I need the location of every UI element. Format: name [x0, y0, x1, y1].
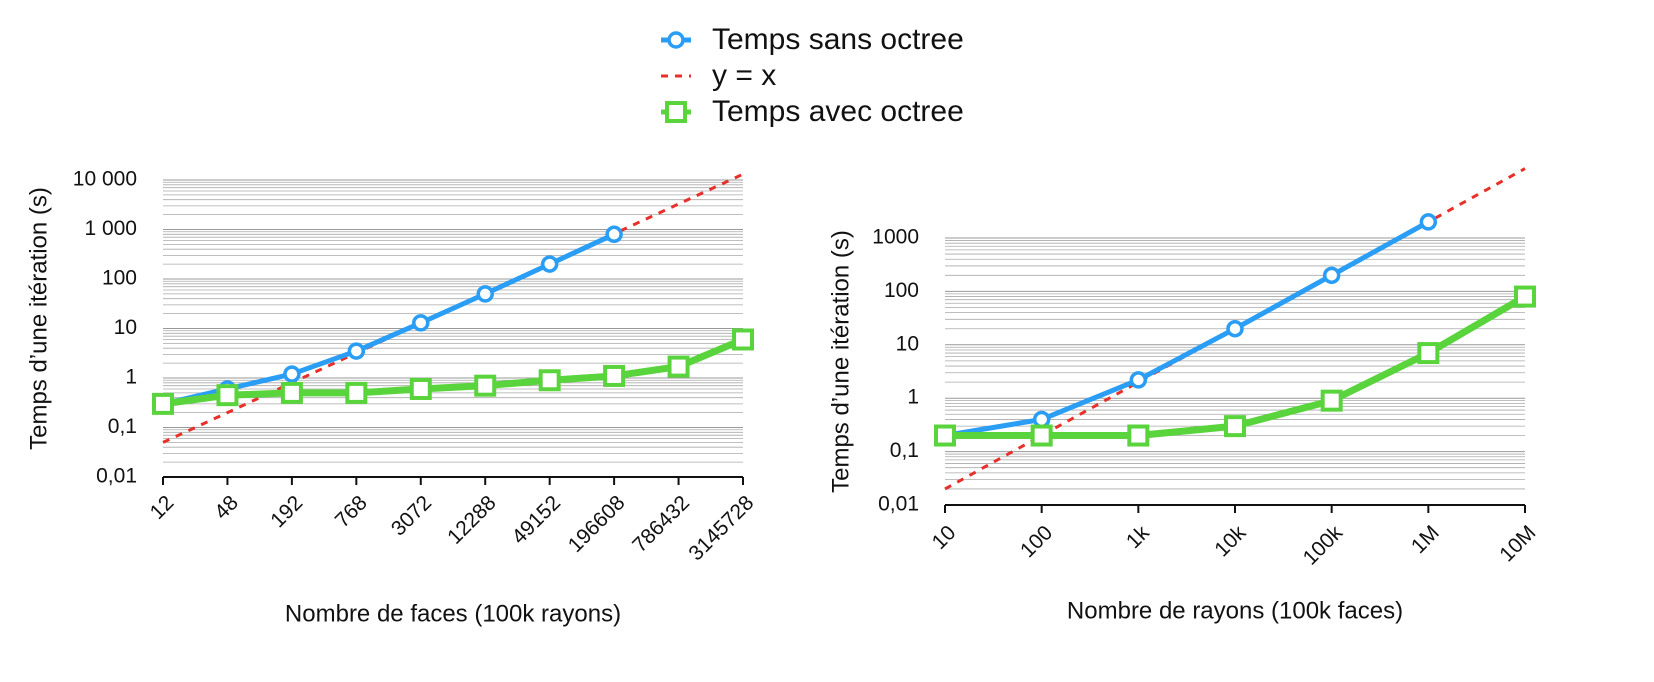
y-tick-label: 0,01: [96, 465, 137, 488]
legend-marker: [667, 31, 685, 49]
y-tick-label: 10 000: [73, 168, 137, 191]
y-tick-label: 1 000: [84, 217, 137, 240]
x-tick-label: 3072: [387, 491, 436, 540]
y-tick-label: 0,1: [108, 415, 137, 438]
y-tick-label: 1: [907, 386, 919, 409]
legend-label: y = x: [712, 59, 776, 92]
point-marker: [1419, 213, 1438, 231]
x-tick-label: 10: [928, 521, 961, 554]
point-marker: [538, 369, 561, 392]
x-tick-label: 49152: [508, 491, 566, 549]
point-marker: [667, 355, 690, 378]
point-marker: [934, 424, 956, 447]
point-marker: [476, 285, 494, 303]
x-tick-label: 12288: [443, 491, 501, 549]
point-marker: [1032, 410, 1051, 429]
point-marker: [1127, 424, 1150, 447]
point-marker: [1224, 415, 1246, 438]
x-axis-label: Nombre de faces (100k rayons): [285, 600, 621, 627]
point-marker: [603, 364, 626, 387]
legend-label: Temps sans octree: [712, 23, 964, 56]
point-marker: [1322, 266, 1341, 285]
x-tick-label: 1k: [1122, 521, 1154, 553]
point-marker: [540, 255, 559, 273]
x-tick-label: 10k: [1210, 521, 1251, 562]
x-tick-label: 48: [210, 491, 243, 524]
x-tick-label: 192: [266, 491, 307, 532]
x-tick-label: 196608: [564, 491, 630, 557]
series-line: [162, 336, 745, 408]
x-tick-label: 100: [1016, 521, 1057, 562]
point-marker: [280, 381, 303, 404]
legend-marker: [665, 101, 687, 123]
x-axis-label: Nombre de rayons (100k faces): [1067, 597, 1403, 624]
y-tick-label: 100: [884, 279, 919, 302]
y-tick-label: 1000: [872, 226, 919, 249]
point-marker: [732, 328, 754, 351]
point-marker: [345, 381, 368, 404]
point-marker: [1129, 371, 1148, 389]
y-axis-label: Temps d’une itération (s): [25, 187, 52, 450]
point-marker: [283, 365, 301, 383]
x-tick-label: 786432: [628, 491, 694, 557]
point-marker: [152, 392, 174, 415]
y-axis-label: Temps d’une itération (s): [827, 230, 854, 493]
point-marker: [605, 225, 623, 244]
point-marker: [1514, 285, 1536, 308]
point-marker: [1320, 389, 1343, 412]
point-marker: [409, 377, 432, 400]
y-tick-label: 0,1: [890, 439, 919, 462]
x-tick-label: 3145728: [684, 491, 758, 565]
series-line: [162, 172, 744, 444]
x-tick-label: 1M: [1407, 521, 1444, 558]
point-marker: [412, 314, 430, 332]
point-marker: [347, 342, 366, 360]
point-marker: [1417, 342, 1440, 365]
legend-label: Temps avec octree: [712, 95, 964, 128]
y-tick-label: 100: [102, 267, 137, 290]
point-marker: [1226, 319, 1244, 338]
x-tick-label: 100k: [1299, 521, 1348, 570]
y-tick-label: 10: [896, 332, 919, 355]
x-tick-label: 768: [331, 491, 372, 532]
point-marker: [474, 374, 497, 397]
point-marker: [1030, 424, 1053, 447]
x-tick-label: 10M: [1495, 521, 1540, 566]
series-line: [944, 219, 1430, 438]
y-tick-label: 1: [125, 366, 137, 389]
point-marker: [216, 384, 239, 407]
x-tick-label: 12: [146, 491, 179, 524]
y-tick-label: 0,01: [878, 493, 919, 516]
y-tick-label: 10: [114, 316, 137, 339]
